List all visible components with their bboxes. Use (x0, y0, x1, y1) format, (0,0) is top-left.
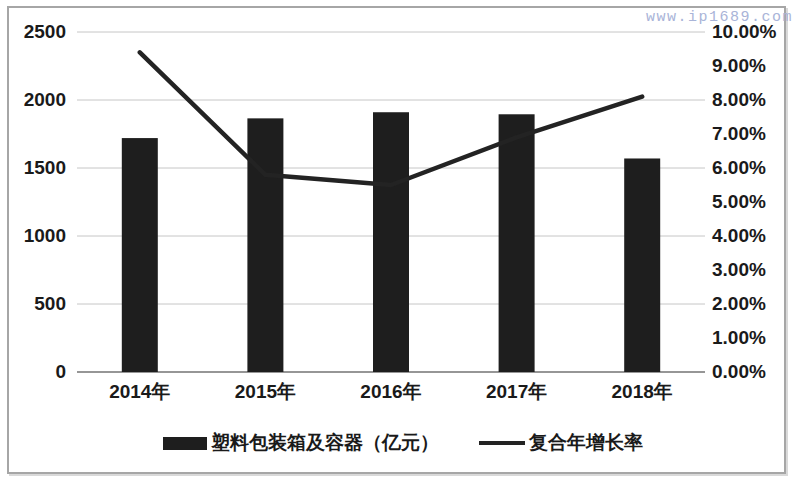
right-axis-tick-label: 6.00% (712, 157, 766, 178)
legend-item-line-series: 复合年增长率 (479, 432, 643, 454)
left-axis-tick-label: 0 (55, 361, 66, 382)
right-axis-tick-label: 4.00% (712, 225, 766, 246)
left-axis-tick-label: 1500 (24, 157, 66, 178)
left-axis-tick-label: 2000 (24, 89, 66, 110)
left-axis-tick-label: 2500 (24, 21, 66, 42)
x-axis-category-label: 2016年 (360, 381, 421, 402)
line-series-swatch-icon (479, 441, 525, 445)
line-series-label: 复合年增长率 (529, 430, 643, 456)
right-axis-tick-label: 1.00% (712, 327, 766, 348)
x-axis-category-label: 2015年 (235, 381, 296, 402)
bar-2014年 (122, 138, 158, 372)
bar-series-swatch-icon (163, 437, 207, 450)
right-axis-tick-label: 9.00% (712, 55, 766, 76)
bar-2016年 (373, 112, 409, 372)
chart-page: { "watermark": "www.ip1689.com", "chart_… (0, 0, 800, 482)
legend-item-bar-series: 塑料包装箱及容器（亿元） (163, 432, 439, 454)
bar-series-label: 塑料包装箱及容器（亿元） (211, 430, 439, 456)
right-axis-tick-label: 0.00% (712, 361, 766, 382)
x-axis-category-label: 2018年 (612, 381, 673, 402)
right-axis-tick-label: 5.00% (712, 191, 766, 212)
right-axis-tick-label: 3.00% (712, 259, 766, 280)
x-axis-category-label: 2017年 (486, 381, 547, 402)
bar-2017年 (499, 114, 535, 372)
x-axis-category-label: 2014年 (109, 381, 170, 402)
left-axis-tick-label: 1000 (24, 225, 66, 246)
combo-chart-canvas: 2500200015001000500010.00%9.00%8.00%7.00… (0, 0, 800, 482)
bar-2018年 (624, 158, 660, 372)
chart-legend: 塑料包装箱及容器（亿元） 复合年增长率 (0, 432, 800, 456)
right-axis-tick-label: 7.00% (712, 123, 766, 144)
bar-2015年 (247, 118, 283, 372)
right-axis-tick-label: 8.00% (712, 89, 766, 110)
watermark-text: www.ip1689.com (646, 9, 793, 26)
right-axis-tick-label: 2.00% (712, 293, 766, 314)
left-axis-tick-label: 500 (34, 293, 66, 314)
